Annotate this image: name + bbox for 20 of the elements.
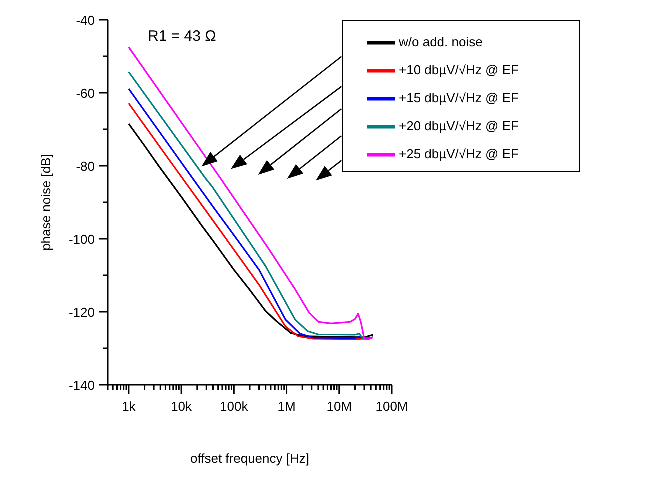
y-tick-label: -120 xyxy=(68,305,95,320)
y-tick-label: -40 xyxy=(76,13,95,28)
legend-label: +10 dbµV/√Hz @ EF xyxy=(399,62,519,78)
y-axis-title: phase noise [dB] xyxy=(38,154,54,251)
y-tick-label: -100 xyxy=(68,232,95,247)
x-tick-label: 1k xyxy=(122,399,136,414)
x-axis-title: offset frequency [Hz] xyxy=(190,451,310,466)
x-tick-label: 10M xyxy=(326,399,352,414)
x-tick-label: 100k xyxy=(220,399,249,414)
y-tick-label: -140 xyxy=(68,378,95,393)
legend-label: +15 dbµV/√Hz @ EF xyxy=(399,90,519,106)
legend-label: +20 dbµV/√Hz @ EF xyxy=(399,118,519,134)
x-tick-label: 10k xyxy=(171,399,193,414)
y-tick-label: -60 xyxy=(76,86,95,101)
x-tick-label: 100M xyxy=(376,399,408,414)
x-tick-label: 1M xyxy=(278,399,296,414)
legend-label: w/o add. noise xyxy=(399,34,483,50)
legend-label: +25 dbµV/√Hz @ EF xyxy=(399,146,519,162)
annotation: R1 = 43 Ω xyxy=(148,28,216,45)
y-tick-label: -80 xyxy=(76,159,95,174)
